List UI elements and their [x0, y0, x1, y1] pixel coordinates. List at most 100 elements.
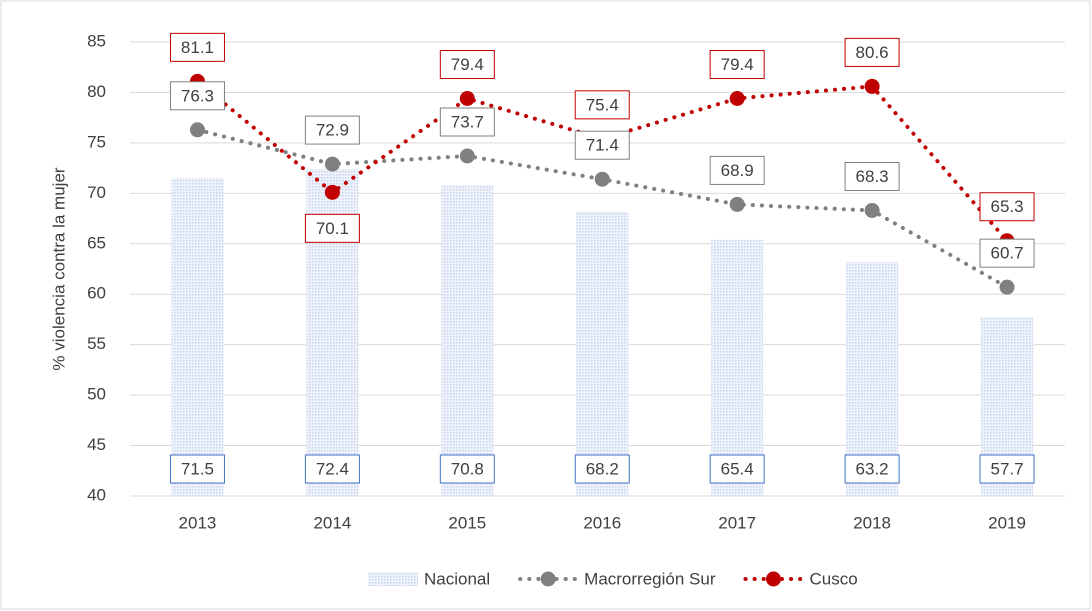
- x-tick-label: 2019: [988, 513, 1026, 532]
- marker: [864, 202, 880, 218]
- data-label-text: 71.5: [181, 459, 214, 478]
- data-label-box: [574, 454, 630, 484]
- data-label: 63.2: [844, 454, 900, 484]
- marker: [324, 156, 340, 172]
- data-label-text: 73.7: [451, 112, 484, 131]
- data-label-text: 76.3: [181, 86, 214, 105]
- data-label: 68.3: [844, 161, 900, 191]
- data-label-text: 80.6: [856, 43, 889, 62]
- data-label-text: 75.4: [586, 95, 619, 114]
- data-label-text: 71.4: [586, 136, 619, 155]
- data-label: 80.6: [844, 37, 900, 67]
- marker: [459, 90, 475, 106]
- data-label-box: [304, 115, 360, 145]
- data-label-text: 70.8: [451, 459, 484, 478]
- y-tick-label: 75: [87, 132, 106, 151]
- data-label: 73.7: [439, 107, 495, 137]
- data-label-box: [709, 49, 765, 79]
- x-tick-label: 2018: [853, 513, 891, 532]
- data-label-box: [169, 32, 225, 62]
- x-tick-label: 2013: [179, 513, 217, 532]
- marker: [459, 148, 475, 164]
- data-label: 70.8: [439, 454, 495, 484]
- data-label: 71.5: [169, 454, 225, 484]
- marker: [594, 171, 610, 187]
- x-tick-label: 2015: [448, 513, 486, 532]
- data-label-box: [709, 155, 765, 185]
- marker: [729, 196, 745, 212]
- marker: [189, 122, 205, 138]
- data-label-box: [979, 192, 1035, 222]
- data-label: 72.9: [304, 115, 360, 145]
- y-tick-label: 65: [87, 233, 106, 252]
- data-label-text: 68.3: [856, 167, 889, 186]
- y-tick-label: 50: [87, 385, 106, 404]
- data-label-box: [439, 49, 495, 79]
- data-label-text: 65.3: [990, 197, 1023, 216]
- data-label-text: 72.4: [316, 459, 349, 478]
- legend-label: Cusco: [809, 569, 857, 588]
- legend-label: Nacional: [424, 569, 490, 588]
- data-label-text: 79.4: [721, 55, 754, 74]
- data-label: 65.4: [709, 454, 765, 484]
- x-tick-label: 2014: [313, 513, 351, 532]
- y-axis-label: % violencia contra la mujer: [49, 167, 68, 370]
- data-label: 76.3: [169, 81, 225, 111]
- y-tick-label: 70: [87, 183, 106, 202]
- bar: [171, 178, 224, 496]
- data-label: 68.2: [574, 454, 630, 484]
- y-tick-label: 60: [87, 284, 106, 303]
- data-label-box: [574, 130, 630, 160]
- bar: [576, 211, 629, 496]
- marker: [864, 78, 880, 94]
- data-label-box: [304, 454, 360, 484]
- marker: [324, 184, 340, 200]
- data-label-box: [979, 454, 1035, 484]
- data-label-text: 72.9: [316, 121, 349, 140]
- data-label: 79.4: [709, 49, 765, 79]
- data-label-box: [169, 454, 225, 484]
- y-tick-label: 40: [87, 485, 106, 504]
- data-label: 57.7: [979, 454, 1035, 484]
- bar: [441, 185, 494, 497]
- y-tick-label: 80: [87, 82, 106, 101]
- data-label-box: [439, 454, 495, 484]
- data-label-box: [844, 454, 900, 484]
- legend-marker: [540, 571, 556, 587]
- data-label: 81.1: [169, 32, 225, 62]
- data-label: 68.9: [709, 155, 765, 185]
- data-label-box: [169, 81, 225, 111]
- data-label: 72.4: [304, 454, 360, 484]
- data-label: 75.4: [574, 90, 630, 120]
- data-label-text: 68.2: [586, 459, 619, 478]
- data-label-box: [574, 90, 630, 120]
- data-label-box: [709, 454, 765, 484]
- data-label-text: 65.4: [721, 459, 754, 478]
- data-label-text: 68.9: [721, 161, 754, 180]
- x-tick-label: 2017: [718, 513, 756, 532]
- data-label-text: 79.4: [451, 55, 484, 74]
- data-label-box: [844, 161, 900, 191]
- y-tick-label: 55: [87, 334, 106, 353]
- data-label-text: 70.1: [316, 219, 349, 238]
- marker: [729, 90, 745, 106]
- data-label-text: 81.1: [181, 38, 214, 57]
- y-tick-label: 45: [87, 435, 106, 454]
- data-label: 65.3: [979, 192, 1035, 222]
- bar: [711, 239, 764, 496]
- data-label-text: 57.7: [990, 459, 1023, 478]
- legend-swatch: [368, 572, 418, 586]
- data-label-text: 60.7: [990, 244, 1023, 263]
- x-tick-label: 2016: [583, 513, 621, 532]
- data-label: 79.4: [439, 49, 495, 79]
- data-label-text: 63.2: [856, 459, 889, 478]
- marker: [999, 279, 1015, 295]
- data-label: 71.4: [574, 130, 630, 160]
- y-tick-label: 85: [87, 31, 106, 50]
- legend-marker: [765, 571, 781, 587]
- data-label: 60.7: [979, 238, 1035, 268]
- legend-label: Macrorregión Sur: [584, 569, 716, 588]
- data-label: 70.1: [304, 213, 360, 243]
